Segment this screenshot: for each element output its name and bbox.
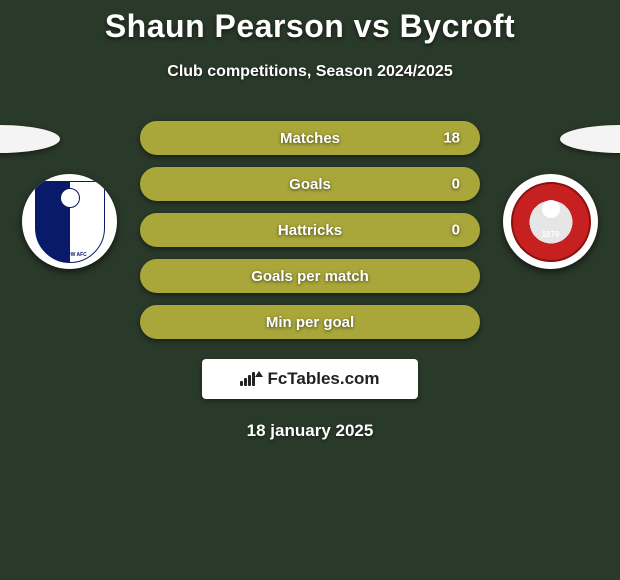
stat-label: Matches xyxy=(280,130,340,147)
stat-value-right: 0 xyxy=(452,222,460,239)
stat-row-goals-per-match: Goals per match xyxy=(140,259,480,293)
stat-value-right: 18 xyxy=(443,130,460,147)
brand-logo: FcTables.com xyxy=(240,369,379,389)
brand-label: FcTables.com xyxy=(267,369,379,389)
stat-row-hattricks: Hattricks 0 xyxy=(140,213,480,247)
stat-label: Goals per match xyxy=(251,268,369,285)
stat-row-min-per-goal: Min per goal xyxy=(140,305,480,339)
club-crest-right xyxy=(511,182,591,262)
arrow-up-icon xyxy=(255,371,263,377)
bars-icon xyxy=(240,372,255,386)
stat-row-matches: Matches 18 xyxy=(140,121,480,155)
stat-value-right: 0 xyxy=(452,176,460,193)
stat-label: Goals xyxy=(289,176,331,193)
club-badge-right xyxy=(503,174,598,269)
date-label: 18 january 2025 xyxy=(0,421,620,441)
stat-label: Min per goal xyxy=(266,314,354,331)
club-badge-left xyxy=(22,174,117,269)
club-crest-left xyxy=(35,181,105,263)
stat-row-goals: Goals 0 xyxy=(140,167,480,201)
page-title: Shaun Pearson vs Bycroft xyxy=(0,0,620,45)
page-subtitle: Club competitions, Season 2024/2025 xyxy=(0,63,620,81)
stat-label: Hattricks xyxy=(278,222,342,239)
brand-logo-box: FcTables.com xyxy=(202,359,418,399)
